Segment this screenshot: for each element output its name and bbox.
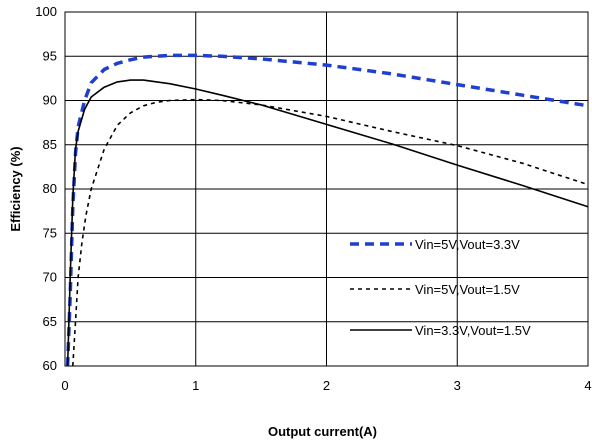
legend-label-2: Vin=5V,Vout=1.5V [415,282,520,297]
y-axis-title: Efficiency (%) [8,146,23,231]
x-tick-label: 1 [192,378,199,393]
x-tick-label: 3 [454,378,461,393]
series-layer [65,53,589,367]
x-tick-label: 4 [584,378,591,393]
y-tick-label: 75 [43,225,57,240]
y-tick-label: 95 [43,48,57,63]
y-axis-ticks: 60 65 70 75 80 85 90 95 100 [35,4,57,373]
x-axis-title: Output current(A) [268,424,377,439]
x-tick-label: 0 [61,378,68,393]
y-tick-label: 65 [43,314,57,329]
y-tick-label: 80 [43,181,57,196]
plot-area [64,11,589,367]
y-tick-label: 60 [43,358,57,373]
series-line-1 [65,53,589,367]
series-line-3 [66,79,589,367]
y-tick-label: 70 [43,270,57,285]
legend: Vin=5V,Vout=3.3V Vin=5V,Vout=1.5V Vin=3.3V… [350,237,531,338]
legend-label-3: Vin=3.3V,Vout=1.5V [415,323,531,338]
x-axis-ticks: 0 1 2 3 4 [61,378,591,393]
series-line-2 [72,98,589,367]
y-tick-label: 90 [43,93,57,108]
y-tick-label: 85 [43,137,57,152]
y-tick-label: 100 [35,4,57,19]
legend-label-1: Vin=5V,Vout=3.3V [415,237,520,252]
x-tick-label: 2 [323,378,330,393]
